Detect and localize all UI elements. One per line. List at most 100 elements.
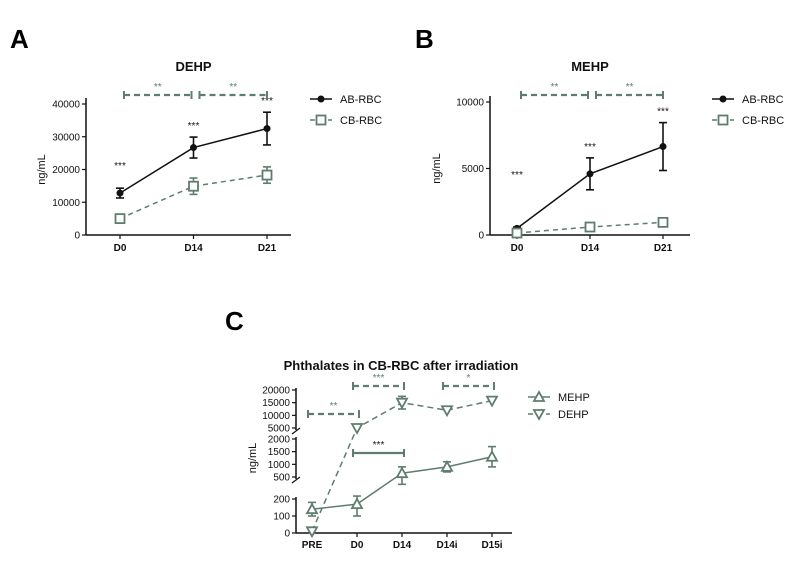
y-tick-label: 30000 [52, 132, 80, 143]
legend-label: AB-RBC [742, 94, 784, 106]
significance-star: *** [584, 142, 596, 153]
legend-marker [717, 114, 729, 126]
significance-star: *** [261, 96, 273, 107]
y-tick-label: 500 [273, 473, 290, 484]
y-tick-label: 1000 [268, 460, 291, 471]
significance-bracket-label: *** [373, 373, 385, 384]
x-tick-label: D0 [351, 540, 364, 551]
data-point [657, 216, 669, 228]
y-tick-label: 10000 [456, 98, 484, 109]
y-tick-label: 20000 [52, 165, 80, 176]
legend-marker [719, 95, 727, 103]
legend-label: MEHP [558, 392, 590, 404]
y-tick-label: 200 [273, 495, 290, 506]
y-tick-label: 1500 [268, 447, 291, 458]
data-point [485, 449, 499, 462]
x-tick-label: D0 [114, 243, 127, 254]
significance-bracket-label: ** [330, 401, 338, 412]
chart-title: DEHP [175, 59, 211, 74]
significance-bracket: *** [352, 440, 405, 457]
x-tick-label: D21 [258, 243, 277, 254]
data-point [261, 169, 273, 181]
series-ab-rbc [513, 121, 667, 232]
series-cb-rbc [511, 216, 669, 239]
significance-bracket: ** [307, 401, 360, 418]
y-tick-label: 5000 [462, 164, 485, 175]
legend-marker [317, 95, 325, 103]
data-point [350, 497, 364, 510]
x-tick-label: PRE [302, 540, 323, 551]
legend-label: CB-RBC [742, 115, 784, 127]
y-axis-label: ng/mL [247, 443, 259, 474]
series-cb-rbc [114, 166, 273, 225]
significance-star: *** [188, 121, 200, 132]
data-point [440, 405, 454, 418]
significance-bracket-label: ** [626, 82, 634, 93]
chart-phthalates-irradiation: Phthalates in CB-RBC after irradiation ng… [247, 358, 590, 551]
legend-marker [315, 114, 327, 126]
legend-label: CB-RBC [340, 115, 382, 127]
series-ab-rbc [116, 111, 271, 199]
y-tick-label: 0 [74, 231, 80, 242]
axis-break-mark [291, 476, 301, 484]
legend-label: DEHP [558, 409, 589, 421]
chart-dehp: DEHP 0 10000 20000 30000 40000 D0 D14 D21 ng/mL **… [36, 59, 382, 254]
data-point [114, 213, 126, 225]
y-tick-label: 0 [284, 529, 290, 540]
y-tick-label: 10000 [262, 411, 290, 422]
legend: AB-RBC CB-RBC [712, 94, 784, 127]
x-tick-label: D0 [511, 243, 524, 254]
x-tick-label: D15i [481, 540, 502, 551]
legend-marker [532, 409, 546, 421]
data-point [395, 466, 409, 479]
significance-star: *** [114, 161, 126, 172]
data-point [188, 180, 199, 192]
significance-bracket-label: ** [154, 82, 162, 93]
y-tick-label: 2000 [268, 435, 291, 446]
significance-bracket: * [442, 373, 495, 390]
y-axis-label: ng/mL [36, 154, 48, 185]
panel-letter-c: C [225, 306, 244, 336]
y-axis-segment: 0 100 200 [273, 495, 297, 540]
axis-break-mark [291, 427, 301, 435]
data-point [586, 170, 594, 178]
panel-letter-a: A [10, 24, 29, 54]
significance-bracket-label: ** [229, 82, 237, 93]
significance-bracket-label: * [467, 373, 471, 384]
significance-star: *** [511, 170, 523, 181]
y-tick-label: 40000 [52, 100, 80, 111]
chart-title: MEHP [571, 59, 609, 74]
significance-bracket: ** [198, 82, 268, 99]
x-tick-label: D14i [436, 540, 457, 551]
data-point [116, 189, 124, 197]
significance-bracket: ** [123, 82, 193, 99]
legend: MEHP DEHP [528, 390, 590, 421]
x-tick-label: D21 [654, 243, 673, 254]
data-point [511, 227, 523, 239]
significance-star: *** [657, 107, 669, 118]
significance-bracket: ** [595, 82, 664, 99]
y-tick-label: 100 [273, 512, 290, 523]
panel-letter-b: B [415, 24, 434, 54]
data-point [305, 502, 319, 515]
data-point [659, 143, 667, 151]
legend-marker [532, 390, 546, 402]
series-line [119, 174, 268, 220]
y-tick-label: 20000 [262, 386, 290, 397]
x-tick-label: D14 [581, 243, 600, 254]
x-tick-label: D14 [184, 243, 203, 254]
y-tick-label: 15000 [262, 398, 290, 409]
data-point [263, 125, 271, 133]
data-point [305, 526, 319, 539]
legend-label: AB-RBC [340, 94, 382, 106]
y-tick-label: 10000 [52, 198, 80, 209]
significance-bracket: *** [352, 373, 405, 390]
data-point [395, 397, 409, 410]
legend: AB-RBC CB-RBC [310, 94, 382, 127]
data-point [190, 144, 197, 152]
y-axis-label: ng/mL [431, 153, 443, 184]
